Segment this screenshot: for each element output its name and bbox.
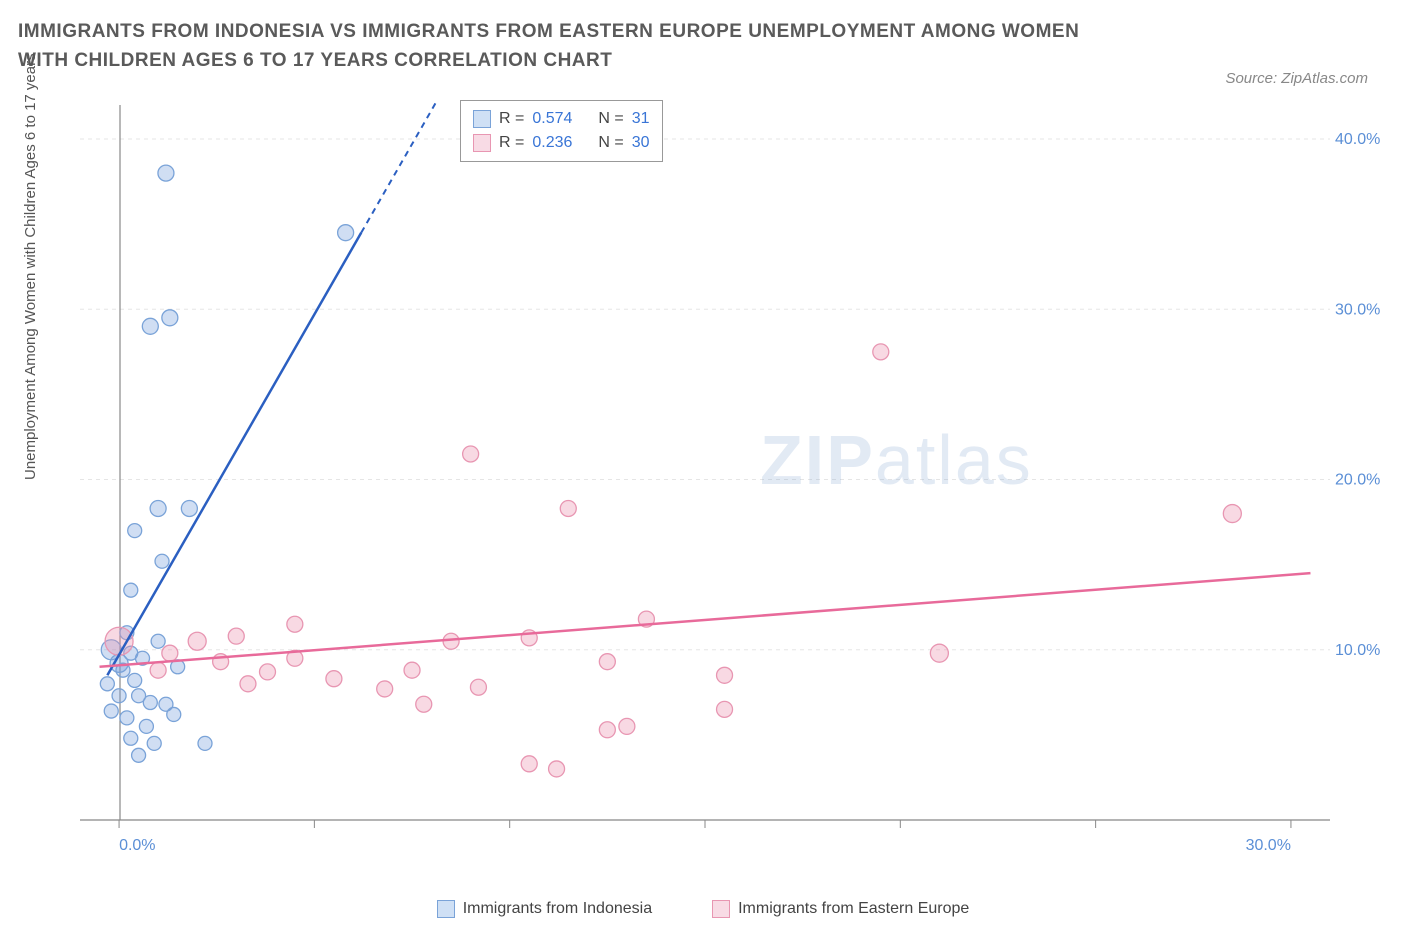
chart-area: 0.0% 30.0% 10.0% 20.0% 30.0% 40.0% [70, 100, 1380, 860]
legend-swatch-icon [473, 134, 491, 152]
legend-swatch-icon [473, 110, 491, 128]
legend-r-value: 0.574 [532, 107, 572, 131]
legend-row: R = 0.236 N = 30 [473, 131, 650, 155]
svg-text:20.0%: 20.0% [1335, 472, 1380, 489]
legend-r-label: R = [499, 107, 524, 131]
legend-item: Immigrants from Indonesia [437, 900, 652, 918]
legend-r-label: R = [499, 131, 524, 155]
legend-swatch-icon [437, 900, 455, 918]
svg-text:10.0%: 10.0% [1335, 642, 1380, 659]
svg-text:30.0%: 30.0% [1335, 301, 1380, 318]
legend-n-label: N = [598, 107, 623, 131]
chart-title: IMMIGRANTS FROM INDONESIA VS IMMIGRANTS … [18, 18, 1118, 75]
legend-n-label: N = [598, 131, 623, 155]
svg-text:0.0%: 0.0% [119, 837, 155, 854]
stats-legend: R = 0.574 N = 31 R = 0.236 N = 30 [460, 100, 663, 162]
legend-swatch-icon [712, 900, 730, 918]
legend-r-value: 0.236 [532, 131, 572, 155]
legend-series-label: Immigrants from Indonesia [463, 900, 652, 918]
svg-text:30.0%: 30.0% [1246, 837, 1291, 854]
y-axis-label: Unemployment Among Women with Children A… [22, 53, 39, 480]
legend-series-label: Immigrants from Eastern Europe [738, 900, 969, 918]
legend-row: R = 0.574 N = 31 [473, 107, 650, 131]
legend-item: Immigrants from Eastern Europe [712, 900, 969, 918]
scatter-chart: 0.0% 30.0% 10.0% 20.0% 30.0% 40.0% [70, 100, 1380, 860]
source-text: Source: ZipAtlas.com [1225, 70, 1368, 87]
svg-text:40.0%: 40.0% [1335, 131, 1380, 148]
legend-n-value: 31 [632, 107, 650, 131]
legend-n-value: 30 [632, 131, 650, 155]
series-legend: Immigrants from Indonesia Immigrants fro… [0, 900, 1406, 918]
